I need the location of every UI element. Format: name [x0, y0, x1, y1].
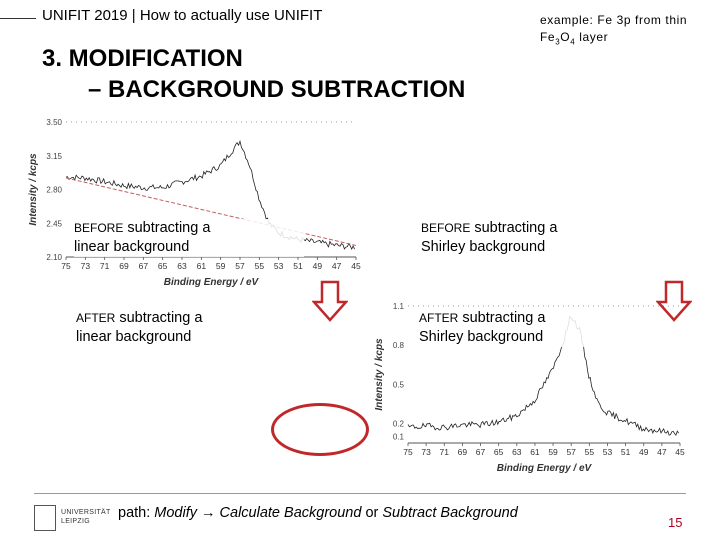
x-tick-label: 55 — [585, 447, 595, 457]
x-tick-label: 53 — [274, 261, 284, 271]
x-tick-label: 69 — [458, 447, 468, 457]
x-tick-label: 47 — [332, 261, 342, 271]
y-axis-label: Intensity / kcps — [28, 153, 39, 226]
down-arrow-icon — [312, 280, 348, 322]
x-tick-label: 63 — [512, 447, 522, 457]
header-title: UNIFIT 2019 | How to actually use UNIFIT — [42, 7, 323, 24]
x-axis-label: Binding Energy / eV — [497, 463, 593, 474]
header-rule — [0, 18, 36, 19]
x-tick-label: 59 — [216, 261, 226, 271]
y-tick-label: 0.1 — [393, 432, 405, 441]
x-tick-label: 63 — [177, 261, 187, 271]
x-tick-label: 59 — [548, 447, 558, 457]
x-tick-label: 71 — [100, 261, 110, 271]
x-axis-label: Binding Energy / eV — [164, 277, 260, 288]
x-tick-label: 69 — [119, 261, 129, 271]
x-tick-label: 75 — [403, 447, 413, 457]
slide-title-line2: – BACKGROUND SUBTRACTION — [88, 76, 466, 103]
x-tick-label: 75 — [61, 261, 71, 271]
logo-mark-icon — [34, 505, 56, 531]
y-tick-label: 1.1 — [393, 302, 405, 311]
spectrum-line — [65, 139, 355, 250]
x-tick-label: 61 — [530, 447, 540, 457]
x-tick-label: 51 — [621, 447, 631, 457]
footer-path: path: Modify → Calculate Background or S… — [118, 505, 518, 521]
background-line — [65, 177, 357, 246]
y-tick-label: 3.15 — [46, 152, 62, 161]
x-tick-label: 53 — [603, 447, 613, 457]
caption-after-linear: AFTER subtracting a linear background — [76, 310, 203, 345]
x-tick-label: 73 — [421, 447, 431, 457]
caption-before-shirley: BEFORE subtracting a Shirley background — [421, 220, 558, 255]
caption-after-shirley: AFTER subtracting a Shirley background — [419, 309, 649, 347]
highlight-ellipse — [271, 403, 369, 456]
x-tick-label: 49 — [639, 447, 649, 457]
x-tick-label: 49 — [313, 261, 323, 271]
x-tick-label: 57 — [235, 261, 245, 271]
y-axis-label: Intensity / kcps — [374, 338, 385, 411]
x-tick-label: 61 — [197, 261, 207, 271]
x-tick-label: 51 — [293, 261, 303, 271]
x-tick-label: 45 — [675, 447, 685, 457]
y-tick-label: 2.45 — [46, 219, 62, 228]
x-tick-label: 67 — [476, 447, 486, 457]
x-tick-label: 45 — [351, 261, 361, 271]
example-note: example: Fe 3p from thin Fe3O4 layer — [540, 13, 688, 47]
y-tick-label: 0.5 — [393, 380, 405, 389]
y-tick-label: 0.2 — [393, 419, 405, 428]
y-tick-label: 2.80 — [46, 186, 62, 195]
down-arrow-icon — [656, 280, 692, 322]
x-tick-label: 71 — [440, 447, 450, 457]
x-tick-label: 65 — [158, 261, 168, 271]
x-tick-label: 57 — [566, 447, 576, 457]
spectrum-line — [407, 315, 679, 436]
caption-before-linear: BEFORE subtracting a linear background — [74, 219, 304, 257]
y-tick-label: 0.8 — [393, 341, 405, 350]
x-tick-label: 73 — [81, 261, 91, 271]
footer-rule — [34, 493, 686, 494]
y-tick-label: 3.50 — [46, 118, 62, 127]
x-tick-label: 55 — [255, 261, 265, 271]
x-tick-label: 65 — [494, 447, 504, 457]
x-tick-label: 47 — [657, 447, 667, 457]
university-logo: UNIVERSITÄT LEIPZIG — [34, 505, 110, 533]
spectrum-chart-after-shirley: 1.1 0.8 0.5 0.2 0.1 75 73 71 69 67 65 63 61 59 57 55 53 5… — [374, 302, 685, 474]
slide-title-line1: 3. MODIFICATION — [42, 45, 243, 72]
x-tick-label: 67 — [139, 261, 149, 271]
page-number: 15 — [668, 515, 683, 530]
y-tick-label: 2.10 — [46, 253, 62, 262]
